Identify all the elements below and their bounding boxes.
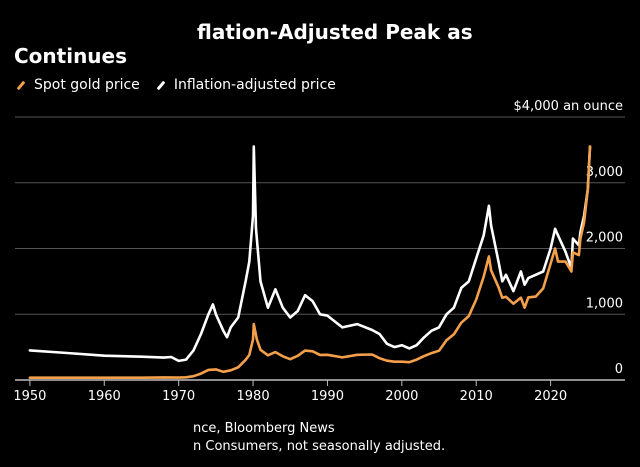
x-tick-label-2000: 2000 <box>385 389 418 404</box>
chart-title-line-2: Continues <box>14 44 128 68</box>
chart-legend: Spot gold price Inflation-adjusted price <box>16 77 352 93</box>
series-line-inflation-adjusted <box>28 145 592 363</box>
x-tick-label-1950: 1950 <box>13 389 46 404</box>
x-tick-label-1980: 1980 <box>237 389 270 404</box>
y-tick-label-0: 0 <box>615 362 623 377</box>
x-tick-label-2010: 2010 <box>460 389 493 404</box>
x-tick-label-2020: 2020 <box>534 389 567 404</box>
x-tick-label-1960: 1960 <box>88 389 121 404</box>
series-line-spot-gold <box>28 145 592 379</box>
y-tick-label-2000: 2,000 <box>586 231 623 246</box>
legend-label-inflation-adjusted: Inflation-adjusted price <box>173 77 336 93</box>
legend-item-inflation-adjusted: Inflation-adjusted price <box>156 77 336 93</box>
x-tick-label-1970: 1970 <box>162 389 195 404</box>
methodology-note: n Consumers, not seasonally adjusted. <box>193 439 446 454</box>
legend-label-spot-gold: Spot gold price <box>34 77 140 93</box>
y-tick-label-4000: $4,000 an ounce <box>513 99 623 114</box>
y-tick-label-1000: 1,000 <box>586 296 623 311</box>
legend-item-spot-gold: Spot gold price <box>16 77 140 93</box>
source-note: nce, Bloomberg News <box>193 421 335 436</box>
y-tick-label-3000: 3,000 <box>586 165 623 180</box>
chart-title-line-1: flation-Adjusted Peak as <box>197 20 473 44</box>
x-tick-label-1990: 1990 <box>311 389 344 404</box>
